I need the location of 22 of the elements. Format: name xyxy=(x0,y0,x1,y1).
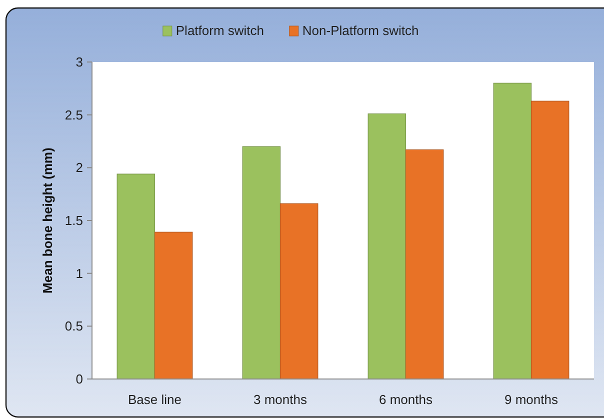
legend-label: Non-Platform switch xyxy=(302,23,419,38)
y-tick-label: 1 xyxy=(76,266,83,281)
x-tick-label: 9 months xyxy=(504,392,558,407)
legend-label: Platform switch xyxy=(176,23,264,38)
y-tick-label: 0 xyxy=(76,372,83,387)
y-tick-label: 1.5 xyxy=(64,213,83,228)
y-tick-label: 2.5 xyxy=(64,107,83,122)
bar xyxy=(154,232,193,380)
x-tick-label: Base line xyxy=(128,392,182,407)
bar xyxy=(530,100,570,380)
bar xyxy=(493,82,532,380)
x-tick-label: 3 months xyxy=(254,392,308,407)
bar xyxy=(242,146,281,380)
y-tick-label: 0.5 xyxy=(64,318,83,334)
y-tick-label: 2 xyxy=(76,160,83,176)
y-axis-title: Mean bone height (mm) xyxy=(40,148,55,294)
y-tick-label: 3 xyxy=(76,54,83,70)
bar xyxy=(280,203,318,380)
bar xyxy=(116,174,156,380)
x-tick-label: 6 months xyxy=(379,392,433,407)
bar xyxy=(405,149,444,380)
bar xyxy=(368,113,406,380)
